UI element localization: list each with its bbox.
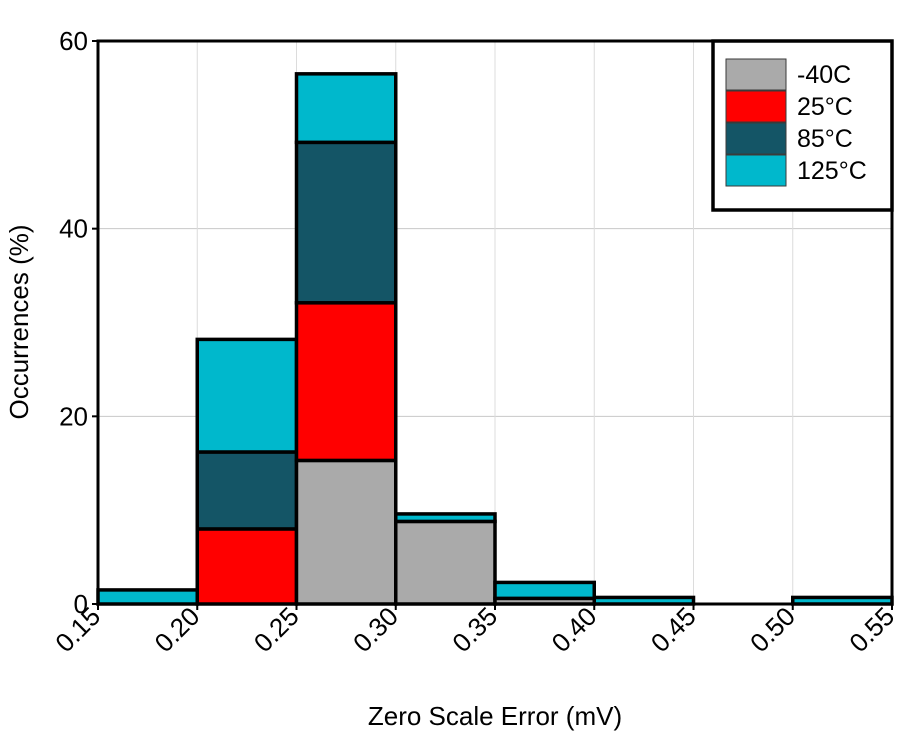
legend-label-3: 125°C — [797, 157, 867, 185]
bar-bin3-series0 — [394, 519, 497, 606]
legend-label-2: 85°C — [797, 125, 853, 153]
bar-bin1-series1 — [195, 527, 299, 606]
y-tick-label-2: 40 — [59, 214, 88, 244]
bar-bin4-series3 — [493, 580, 596, 601]
bar-bin3-series3 — [394, 512, 497, 524]
legend-swatch-3 — [725, 154, 787, 187]
bar-bin2-series2 — [294, 140, 398, 305]
legend-swatch-1 — [725, 90, 787, 123]
bar-bin2-series1 — [294, 301, 398, 463]
y-tick-label-1: 20 — [59, 401, 88, 431]
legend-label-0: -40C — [797, 61, 851, 89]
bar-bin1-series2 — [195, 450, 299, 531]
bars — [96, 72, 894, 606]
x-axis-label: Zero Scale Error (mV) — [368, 701, 622, 731]
legend-swatch-0 — [725, 58, 787, 91]
bar-bin2-series3 — [294, 72, 398, 145]
y-tick-label-3: 60 — [59, 26, 88, 56]
legend-swatch-2 — [725, 122, 787, 155]
bar-bin1-series3 — [195, 337, 299, 454]
y-tick-label-0: 0 — [74, 589, 88, 619]
legend-label-1: 25°C — [797, 93, 853, 121]
y-axis-label: Occurrences (%) — [4, 224, 34, 419]
legend: -40C 25°C 85°C 125°C — [711, 39, 894, 212]
bar-bin2-series0 — [294, 458, 398, 606]
